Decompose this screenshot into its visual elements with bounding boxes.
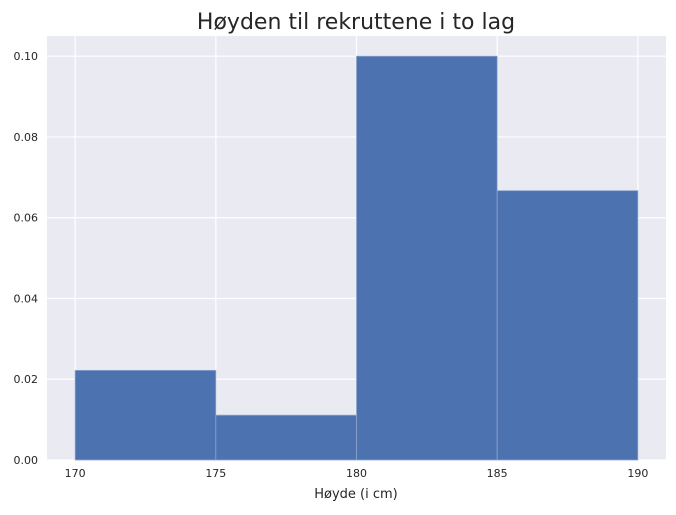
x-tick-label: 170	[65, 467, 86, 480]
histogram-bar	[215, 414, 357, 461]
histogram-bar	[496, 190, 639, 461]
y-tick-label: 0.00	[14, 454, 39, 467]
x-tick-label: 180	[346, 467, 367, 480]
histogram-bar	[74, 369, 217, 461]
x-tick-label: 175	[205, 467, 226, 480]
histogram-bar	[356, 55, 498, 461]
y-tick-label: 0.02	[14, 373, 39, 386]
x-tick-label: 185	[487, 467, 508, 480]
y-tick-label: 0.10	[14, 50, 39, 63]
y-tick-label: 0.04	[14, 292, 39, 305]
x-tick-labels: 170 175 180 185 190	[65, 467, 649, 480]
chart-title: Høyden til rekruttene i to lag	[197, 10, 515, 35]
x-axis-label: Høyde (i cm)	[314, 487, 398, 502]
y-tick-label: 0.06	[14, 212, 39, 225]
y-tick-label: 0.08	[14, 131, 39, 144]
x-tick-label: 190	[627, 467, 648, 480]
histogram-bars	[74, 55, 639, 461]
y-tick-labels: 0.00 0.02 0.04 0.06 0.08 0.10	[14, 50, 39, 467]
